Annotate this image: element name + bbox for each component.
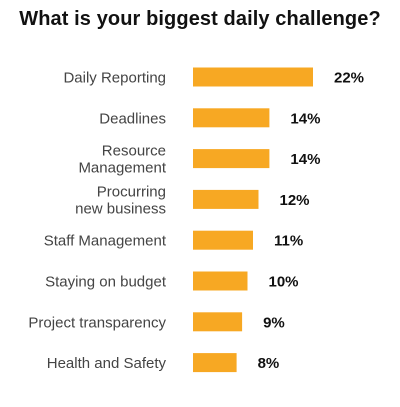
category-label-7: Health and Safety <box>47 355 167 372</box>
category-label-3-line-0: Procurring <box>97 183 166 200</box>
data-label-4: 11% <box>274 233 303 250</box>
category-label-4: Staff Management <box>44 233 167 250</box>
category-label-1: Deadlines <box>99 110 166 127</box>
data-label-0: 22% <box>334 70 364 87</box>
category-label-0: Daily Reporting <box>63 70 166 87</box>
data-label-1: 14% <box>290 110 320 127</box>
bar-1 <box>193 108 270 128</box>
data-label-7: 8% <box>258 355 280 372</box>
category-label-5: Staying on budget <box>45 274 167 291</box>
category-label-2-line-0: Resource <box>102 143 166 160</box>
data-label-3: 12% <box>280 192 310 209</box>
category-label-2-line-1: Management <box>78 160 166 177</box>
category-label-6: Project transparency <box>28 314 166 331</box>
chart-title: What is your biggest daily challenge? <box>19 8 381 30</box>
bar-0 <box>193 67 313 87</box>
category-label-3-line-1: new business <box>75 200 166 217</box>
bar-2 <box>193 149 270 169</box>
bar-6 <box>193 312 243 332</box>
bar-4 <box>193 230 253 250</box>
bar-5 <box>193 271 248 291</box>
data-label-5: 10% <box>269 274 299 291</box>
bar-7 <box>193 353 237 373</box>
bar-3 <box>193 189 259 209</box>
data-label-2: 14% <box>290 151 320 168</box>
data-label-6: 9% <box>263 314 285 331</box>
